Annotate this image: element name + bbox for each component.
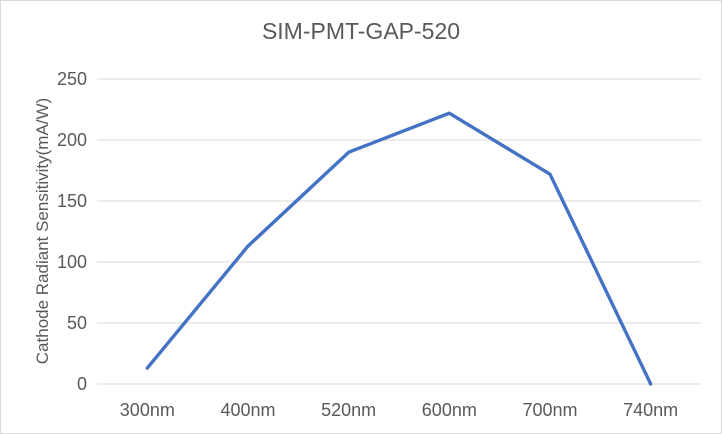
plot-area	[97, 78, 701, 386]
x-tick-label: 740nm	[623, 400, 679, 420]
chart-title: SIM-PMT-GAP-520	[261, 18, 461, 44]
y-tick-label: 250	[56, 69, 87, 89]
y-tick-label: 150	[56, 191, 87, 211]
y-tick-label: 200	[56, 130, 87, 150]
x-tick-label: 520nm	[321, 400, 377, 420]
x-tick-label: 400nm	[220, 400, 276, 420]
x-tick-label: 600nm	[421, 400, 477, 420]
y-tick-label: 100	[56, 252, 87, 272]
y-tick-label: 0	[76, 374, 87, 394]
y-tick-label: 50	[66, 313, 87, 333]
gridlines-group	[97, 78, 701, 385]
series-line	[145, 111, 653, 386]
x-tick-label: 700nm	[522, 400, 578, 420]
x-tick-label: 300nm	[119, 400, 175, 420]
